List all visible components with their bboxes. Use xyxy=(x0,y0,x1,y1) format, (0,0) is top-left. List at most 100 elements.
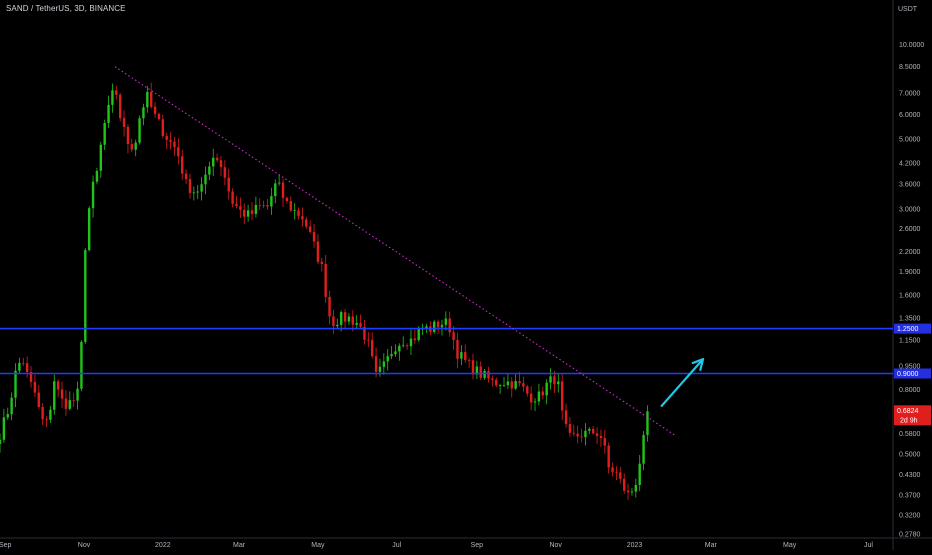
price-tag-high xyxy=(894,323,931,334)
candle-body xyxy=(359,323,362,327)
candle-body xyxy=(157,113,161,120)
candle-body xyxy=(115,90,118,95)
candle-body xyxy=(289,201,292,211)
candle-body xyxy=(549,376,552,383)
arrow-shaft xyxy=(660,358,705,407)
candle-body xyxy=(595,433,599,436)
candle-body xyxy=(394,351,397,355)
x-tick-label: Sep xyxy=(471,542,484,549)
x-tick-label: Mar xyxy=(705,542,718,549)
candle-body xyxy=(320,261,323,264)
candle-body xyxy=(483,370,486,378)
candle-body xyxy=(599,435,603,439)
candle-body xyxy=(495,379,498,386)
candle-body xyxy=(343,312,347,322)
candle-body xyxy=(328,296,331,317)
candle-body xyxy=(413,338,417,341)
candle-body xyxy=(646,411,649,435)
y-tick-label: 10.0000 xyxy=(899,42,924,49)
candle-body xyxy=(270,196,273,207)
candle-body xyxy=(22,362,25,364)
candle-body xyxy=(281,182,285,198)
y-tick-label: 0.5800 xyxy=(899,431,921,438)
candle-body xyxy=(510,381,513,389)
candle-body xyxy=(417,328,420,341)
candle-body xyxy=(177,147,180,157)
candle-body xyxy=(76,388,79,401)
candle-body xyxy=(91,181,95,209)
candle-body xyxy=(56,381,60,390)
candle-body xyxy=(184,173,188,180)
candle-body xyxy=(223,167,227,178)
candle-body xyxy=(250,210,254,214)
y-tick-label: 6.0000 xyxy=(899,112,921,119)
candle-body xyxy=(60,389,64,399)
candle-body xyxy=(285,197,289,202)
candle-body xyxy=(130,144,134,150)
candle-body xyxy=(165,136,168,140)
y-tick-label: 2.2000 xyxy=(899,249,921,256)
y-tick-label: 1.3500 xyxy=(899,316,921,323)
candle-body xyxy=(560,381,564,411)
candle-body xyxy=(312,231,316,242)
y-tick-label: 4.2000 xyxy=(899,161,921,168)
candle-body xyxy=(308,226,312,232)
candle-body xyxy=(444,318,448,325)
candle-body xyxy=(638,463,641,485)
candle-body xyxy=(219,160,223,168)
x-tick-label: Sep xyxy=(0,542,11,549)
candle-body xyxy=(440,324,444,328)
candle-body xyxy=(336,324,339,327)
candle-body xyxy=(433,321,436,332)
countdown-text: 2d 9h xyxy=(900,417,918,424)
y-tick-label: 0.9500 xyxy=(899,364,921,371)
candle-body xyxy=(215,157,219,161)
candle-body xyxy=(134,142,137,150)
candle-body xyxy=(506,381,510,386)
candle-body xyxy=(33,381,37,393)
candle-body xyxy=(188,179,192,194)
candle-body xyxy=(45,419,48,421)
candle-body xyxy=(498,385,502,387)
candle-body xyxy=(173,141,176,148)
candle-body xyxy=(95,170,99,182)
y-tick-label: 1.9000 xyxy=(899,269,921,276)
candle-body xyxy=(502,385,506,386)
candle-body xyxy=(467,360,471,361)
candle-body xyxy=(87,208,91,251)
candle-body xyxy=(460,352,463,359)
candle-body xyxy=(122,118,126,127)
candle-body xyxy=(262,205,265,206)
price-tag-high-text: 1.2500 xyxy=(897,326,919,333)
candle-body xyxy=(235,203,238,207)
symbol-title: SAND / TetherUS, 3D, BINANCE xyxy=(6,4,126,13)
y-tick-label: 1.6000 xyxy=(899,292,921,299)
candle-body xyxy=(138,118,141,143)
candle-body xyxy=(14,370,17,398)
candle-body xyxy=(142,107,145,119)
candle-body xyxy=(491,378,494,380)
candle-body xyxy=(409,338,413,347)
candle-body xyxy=(231,191,234,204)
candle-body xyxy=(208,166,211,175)
candle-body xyxy=(103,123,106,145)
last-price-tag xyxy=(894,405,931,426)
candle-body xyxy=(557,381,560,385)
y-tick-label: 8.5000 xyxy=(899,64,921,71)
candle-body xyxy=(53,381,56,410)
candle-body xyxy=(169,139,172,142)
candle-body xyxy=(518,381,521,384)
arrow-head xyxy=(691,358,705,371)
candle-body xyxy=(626,490,630,493)
candle-body xyxy=(200,184,203,192)
candle-body xyxy=(41,407,44,420)
candle-body xyxy=(522,383,525,387)
candle-body xyxy=(37,392,40,408)
candle-body xyxy=(347,316,351,322)
candle-body xyxy=(367,339,370,341)
candle-body xyxy=(363,326,366,340)
candle-body xyxy=(324,263,327,297)
candle-body xyxy=(339,312,343,325)
